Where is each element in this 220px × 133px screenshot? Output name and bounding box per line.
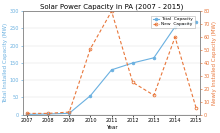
Y-axis label: Total Installed Capacity (MW): Total Installed Capacity (MW) [4,23,9,103]
X-axis label: Year: Year [106,124,117,130]
Total  Capacity [131,62,134,64]
Total  Capacity [89,95,92,97]
New  Capacity [47,113,50,114]
Legend: Total  Capacity, New  Capacity: Total Capacity, New Capacity [151,16,195,28]
Total  Capacity [152,57,155,59]
New  Capacity [131,82,134,83]
Total  Capacity [110,69,113,71]
Total  Capacity [174,26,176,28]
Line: Total  Capacity: Total Capacity [26,20,198,116]
Total  Capacity [26,114,28,115]
New  Capacity [174,36,176,38]
Line: New  Capacity: New Capacity [26,10,198,115]
New  Capacity [89,48,92,49]
Y-axis label: Newly Installed Capacity (MW): Newly Installed Capacity (MW) [211,21,216,105]
Total  Capacity [68,113,71,114]
Total  Capacity [195,21,198,22]
New  Capacity [68,111,71,113]
Title: Solar Power Capacity in PA (2007 - 2015): Solar Power Capacity in PA (2007 - 2015) [40,3,183,10]
Total  Capacity [47,113,50,115]
New  Capacity [26,113,28,114]
New  Capacity [195,107,198,109]
New  Capacity [110,11,113,12]
New  Capacity [152,94,155,96]
